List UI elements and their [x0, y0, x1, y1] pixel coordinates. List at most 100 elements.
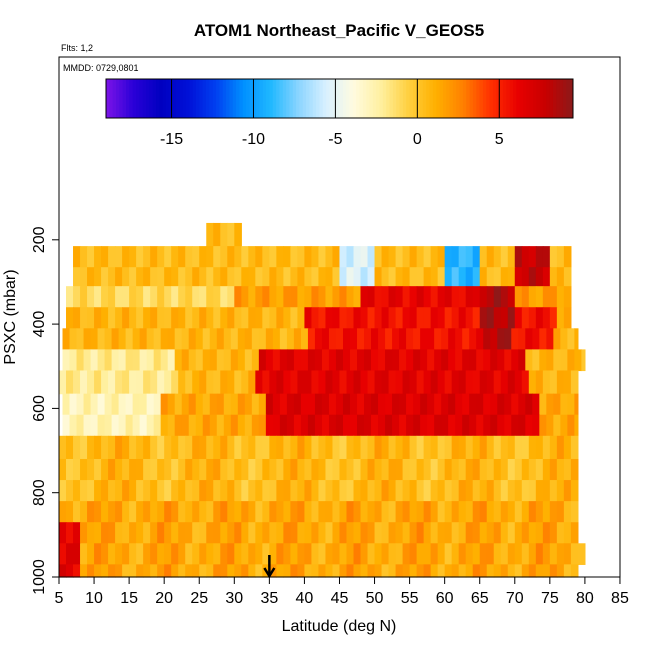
heatmap-cell: [325, 480, 334, 502]
heatmap-cell: [332, 564, 341, 578]
heatmap-cell: [241, 501, 249, 523]
heatmap-cell: [381, 246, 390, 268]
colorbar-segment: [219, 79, 224, 118]
heatmap-cell: [150, 564, 158, 578]
heatmap-cell: [577, 543, 586, 565]
colorbar-segment: [152, 79, 157, 118]
heatmap-cell: [178, 267, 186, 287]
heatmap-cell: [507, 501, 516, 523]
colorbar-segment: [166, 79, 170, 118]
heatmap-cell: [164, 246, 172, 268]
heatmap-cell: [458, 543, 467, 565]
heatmap-cell: [353, 480, 362, 502]
colorbar-segment: [156, 79, 160, 118]
heatmap-cell: [357, 328, 365, 350]
heatmap-cell: [248, 307, 256, 329]
heatmap-cell: [504, 349, 512, 372]
heatmap-cell: [192, 286, 200, 308]
heatmap-cell: [416, 564, 425, 578]
heatmap-cell: [458, 246, 467, 268]
heatmap-cell: [556, 522, 565, 544]
heatmap-cell: [346, 307, 355, 329]
heatmap-cell: [507, 458, 516, 481]
heatmap-cell: [321, 349, 330, 372]
heatmap-cell: [188, 393, 197, 416]
heatmap-cell: [171, 522, 179, 544]
heatmap-cell: [483, 328, 491, 350]
heatmap-cell: [437, 458, 446, 481]
x-tick-label: 85: [611, 590, 629, 607]
heatmap-cell: [213, 480, 221, 502]
heatmap-cell: [528, 564, 537, 578]
heatmap-cell: [185, 480, 193, 502]
heatmap-cell: [388, 522, 397, 544]
heatmap-cell: [483, 393, 491, 416]
heatmap-cell: [532, 328, 540, 350]
heatmap-cell: [521, 286, 530, 308]
heatmap-cell: [427, 393, 435, 416]
heatmap-cell: [479, 435, 488, 460]
colorbar-segment: [459, 79, 464, 118]
heatmap-cell: [413, 393, 421, 416]
heatmap-cell: [535, 267, 544, 287]
heatmap-cell: [248, 480, 256, 502]
colorbar-segment: [186, 79, 190, 118]
heatmap-cell: [437, 246, 446, 268]
heatmap-cell: [437, 480, 446, 502]
colorbar-segment: [139, 79, 144, 118]
heatmap-cell: [90, 414, 99, 437]
colorbar-segment: [402, 79, 407, 118]
heatmap-cell: [251, 349, 260, 372]
heatmap-cell: [507, 522, 516, 544]
colorbar-segment: [326, 79, 330, 118]
heatmap-cell: [129, 564, 137, 578]
colorbar-segment: [289, 79, 294, 118]
heatmap-cell: [255, 286, 263, 308]
heatmap-cell: [164, 543, 172, 565]
colorbar-segment: [442, 79, 447, 118]
heatmap-cell: [409, 501, 418, 523]
heatmap-cell: [367, 522, 376, 544]
heatmap-cell: [269, 307, 277, 329]
heatmap-cell: [90, 393, 99, 416]
heatmap-cell: [395, 307, 404, 329]
heatmap-cell: [314, 393, 323, 416]
heatmap-cell: [402, 286, 411, 308]
heatmap-cell: [304, 286, 313, 308]
heatmap-cell: [325, 458, 334, 481]
heatmap-cell: [213, 307, 221, 329]
heatmap-cell: [115, 543, 123, 565]
heatmap-cell: [472, 543, 481, 565]
arrow-annotation: [263, 555, 276, 579]
heatmap-cell: [367, 370, 376, 395]
heatmap-cell: [360, 246, 369, 268]
heatmap-cell: [132, 414, 141, 437]
heatmap-cell: [448, 414, 456, 437]
heatmap-cell: [213, 458, 221, 481]
heatmap-cell: [374, 564, 383, 578]
heatmap-cell: [241, 435, 249, 460]
heatmap-cell: [360, 564, 369, 578]
heatmap-cell: [444, 458, 453, 481]
heatmap-cell: [364, 393, 372, 416]
heatmap-cell: [500, 435, 509, 460]
heatmap-cell: [367, 267, 376, 287]
heatmap-cell: [115, 522, 123, 544]
heatmap-cell: [556, 286, 565, 308]
heatmap-cell: [171, 267, 179, 287]
heatmap-cell: [59, 370, 67, 395]
heatmap-cell: [514, 480, 523, 502]
heatmap-cell: [493, 564, 502, 578]
heatmap-cell: [374, 458, 383, 481]
colorbar-segment: [216, 79, 220, 118]
colorbar-segment: [206, 79, 210, 118]
heatmap-cell: [416, 267, 425, 287]
heatmap-cell: [178, 564, 186, 578]
heatmap-cell: [269, 246, 277, 268]
heatmap-cell: [549, 435, 558, 460]
heatmap-cell: [318, 267, 327, 287]
heatmap-cell: [409, 286, 418, 308]
heatmap-cell: [367, 543, 376, 565]
colorbar-segment: [406, 79, 411, 118]
heatmap-cell: [174, 349, 183, 372]
